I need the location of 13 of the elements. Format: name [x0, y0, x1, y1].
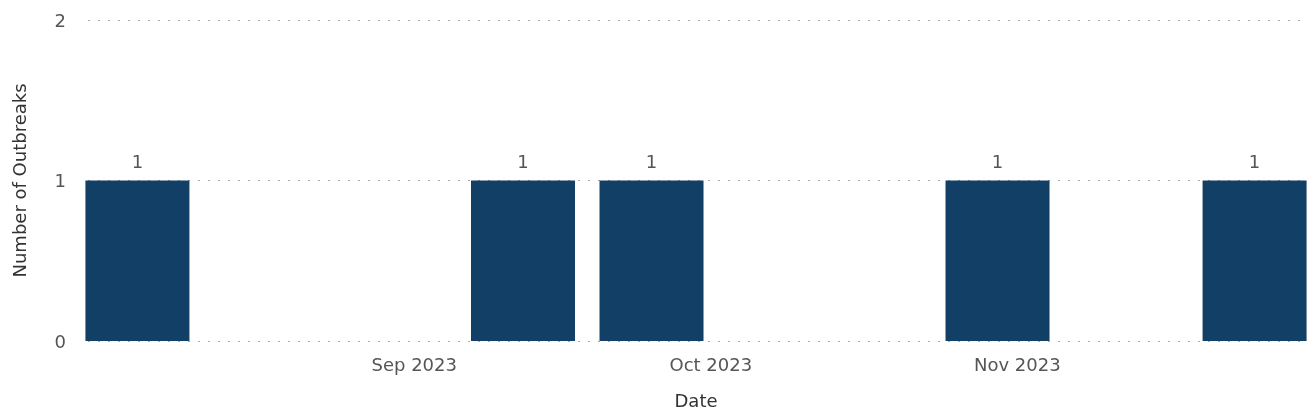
data-label: 1 — [517, 151, 529, 172]
y-tick-label: 0 — [54, 330, 66, 352]
y-tick-label: 2 — [54, 9, 66, 31]
x-tick-label: Oct 2023 — [669, 353, 753, 375]
data-label: 1 — [645, 151, 658, 172]
data-label: 1 — [1248, 151, 1261, 172]
y-tick-label: 1 — [54, 170, 66, 191]
y-axis-title: Number of Outbreaks — [8, 83, 30, 278]
x-axis-title: Date — [674, 389, 718, 411]
x-tick-label: Sep 2023 — [371, 353, 457, 375]
data-label: 1 — [991, 151, 1004, 172]
x-tick-label: Nov 2023 — [973, 353, 1061, 375]
data-label: 1 — [131, 151, 144, 172]
